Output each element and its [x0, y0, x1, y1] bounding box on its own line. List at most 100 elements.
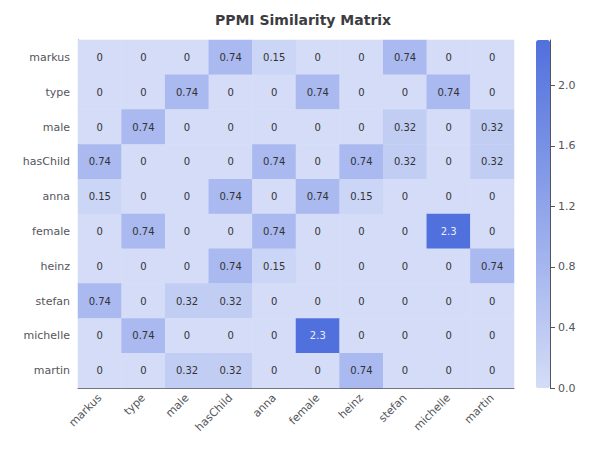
svg-text:0.32: 0.32 — [219, 365, 241, 376]
svg-text:0: 0 — [97, 52, 103, 63]
svg-text:0: 0 — [140, 52, 146, 63]
svg-text:0: 0 — [358, 261, 364, 272]
svg-text:0: 0 — [402, 261, 408, 272]
svg-text:0: 0 — [227, 226, 233, 237]
svg-text:0: 0 — [489, 226, 495, 237]
svg-text:0.74: 0.74 — [219, 261, 241, 272]
svg-text:0: 0 — [402, 226, 408, 237]
svg-text:stefan: stefan — [36, 295, 70, 308]
svg-text:0: 0 — [445, 365, 451, 376]
svg-text:0.32: 0.32 — [481, 156, 503, 167]
svg-text:0: 0 — [140, 261, 146, 272]
svg-text:0.32: 0.32 — [481, 122, 503, 133]
svg-text:0: 0 — [315, 261, 321, 272]
svg-text:0: 0 — [402, 330, 408, 341]
svg-text:0: 0 — [97, 87, 103, 98]
svg-text:0.15: 0.15 — [263, 261, 285, 272]
svg-text:0: 0 — [140, 365, 146, 376]
svg-text:michelle: michelle — [411, 391, 453, 433]
svg-text:0: 0 — [445, 52, 451, 63]
svg-text:0: 0 — [184, 330, 190, 341]
svg-text:heinz: heinz — [336, 391, 366, 421]
svg-text:0.74: 0.74 — [219, 191, 241, 202]
svg-text:type: type — [45, 86, 70, 99]
svg-text:0: 0 — [97, 261, 103, 272]
svg-text:0.74: 0.74 — [89, 296, 111, 307]
svg-text:2.3: 2.3 — [441, 226, 457, 237]
svg-text:0.74: 0.74 — [132, 122, 154, 133]
svg-text:0.4: 0.4 — [558, 321, 576, 334]
svg-text:markus: markus — [29, 51, 70, 64]
svg-text:0: 0 — [184, 191, 190, 202]
svg-text:0: 0 — [227, 156, 233, 167]
svg-text:0.15: 0.15 — [263, 52, 285, 63]
svg-text:0: 0 — [489, 296, 495, 307]
svg-text:0.15: 0.15 — [350, 191, 372, 202]
svg-text:female: female — [32, 225, 70, 238]
svg-text:0.32: 0.32 — [176, 296, 198, 307]
svg-text:0: 0 — [489, 87, 495, 98]
svg-text:0: 0 — [445, 122, 451, 133]
svg-text:0: 0 — [184, 52, 190, 63]
svg-text:0.74: 0.74 — [437, 87, 459, 98]
svg-text:0: 0 — [227, 330, 233, 341]
svg-text:0: 0 — [315, 52, 321, 63]
svg-text:heinz: heinz — [40, 260, 70, 273]
svg-text:0.74: 0.74 — [219, 52, 241, 63]
svg-text:0: 0 — [402, 365, 408, 376]
svg-text:0: 0 — [271, 330, 277, 341]
svg-text:0: 0 — [402, 191, 408, 202]
svg-text:0: 0 — [358, 122, 364, 133]
svg-text:0.74: 0.74 — [307, 87, 329, 98]
svg-text:0: 0 — [358, 226, 364, 237]
svg-text:hasChild: hasChild — [23, 155, 70, 168]
svg-text:anna: anna — [250, 391, 279, 420]
svg-text:2.3: 2.3 — [310, 330, 326, 341]
svg-text:0: 0 — [271, 87, 277, 98]
svg-text:0.74: 0.74 — [89, 156, 111, 167]
svg-text:0: 0 — [227, 87, 233, 98]
svg-text:hasChild: hasChild — [193, 391, 236, 434]
svg-text:martin: martin — [34, 364, 70, 377]
svg-text:0: 0 — [358, 87, 364, 98]
svg-text:0: 0 — [358, 52, 364, 63]
svg-text:0: 0 — [445, 261, 451, 272]
svg-text:0: 0 — [227, 122, 233, 133]
svg-text:1.2: 1.2 — [558, 200, 576, 213]
svg-text:0: 0 — [271, 191, 277, 202]
svg-text:PPMI Similarity Matrix: PPMI Similarity Matrix — [215, 12, 391, 28]
svg-text:0: 0 — [97, 330, 103, 341]
svg-text:0: 0 — [402, 87, 408, 98]
svg-text:0: 0 — [315, 296, 321, 307]
svg-text:0.32: 0.32 — [219, 296, 241, 307]
svg-text:martin: martin — [462, 391, 497, 426]
svg-text:0: 0 — [358, 296, 364, 307]
svg-text:0.15: 0.15 — [89, 191, 111, 202]
svg-text:0: 0 — [184, 156, 190, 167]
svg-text:0.74: 0.74 — [394, 52, 416, 63]
svg-text:0: 0 — [184, 261, 190, 272]
svg-text:0.74: 0.74 — [481, 261, 503, 272]
svg-text:0.74: 0.74 — [132, 330, 154, 341]
svg-text:0: 0 — [97, 122, 103, 133]
svg-text:0: 0 — [271, 365, 277, 376]
svg-text:0.32: 0.32 — [176, 365, 198, 376]
svg-text:0: 0 — [489, 191, 495, 202]
svg-text:2.0: 2.0 — [558, 79, 576, 92]
svg-text:0.74: 0.74 — [263, 156, 285, 167]
svg-text:1.6: 1.6 — [558, 139, 576, 152]
svg-text:0.74: 0.74 — [350, 365, 372, 376]
svg-text:0: 0 — [184, 122, 190, 133]
svg-text:0.32: 0.32 — [394, 156, 416, 167]
svg-text:anna: anna — [43, 190, 70, 203]
svg-text:0: 0 — [97, 365, 103, 376]
svg-text:male: male — [43, 121, 71, 134]
svg-text:0: 0 — [184, 226, 190, 237]
svg-text:0: 0 — [140, 191, 146, 202]
svg-text:male: male — [163, 391, 192, 420]
svg-text:0.74: 0.74 — [176, 87, 198, 98]
svg-text:0: 0 — [97, 226, 103, 237]
svg-text:type: type — [121, 391, 148, 418]
svg-text:0: 0 — [315, 365, 321, 376]
svg-text:female: female — [286, 391, 322, 427]
